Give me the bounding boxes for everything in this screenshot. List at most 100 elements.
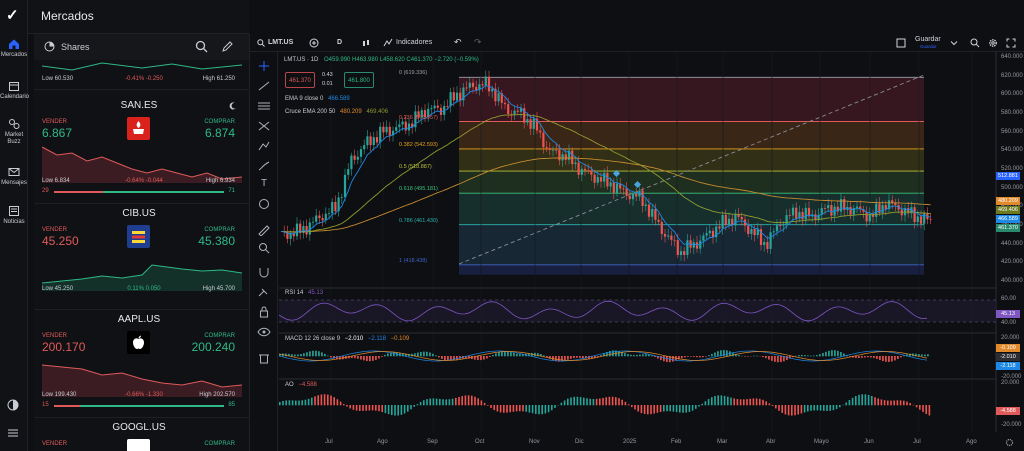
candle-body [615, 183, 619, 193]
eye-icon[interactable] [257, 326, 271, 338]
spread-bottom: 0.01 [322, 81, 333, 87]
buy-price[interactable]: 6.874 [204, 126, 235, 140]
watchlist-tab-shares[interactable]: Shares [61, 42, 90, 52]
projection-icon[interactable] [257, 140, 271, 152]
rail-item-mercados[interactable]: Mercados [0, 38, 28, 59]
symbol-name: CIB.US [122, 208, 156, 219]
watchlist-card-aapl[interactable]: AAPL.US VENDER COMPRAR 200.170 200.240 L… [34, 310, 249, 418]
buy-box[interactable]: 461.800 [344, 72, 374, 88]
buy-price[interactable]: 200.240 [191, 340, 235, 354]
fib-anchor-handle[interactable] [633, 180, 642, 189]
ruler-icon[interactable] [257, 224, 271, 236]
price-tag: 512.881 [996, 172, 1020, 180]
fib-label: 0.5 (518.887) [399, 164, 432, 171]
brand-logo-icon[interactable]: ✓ [6, 7, 19, 24]
gear-icon[interactable] [988, 38, 998, 48]
macd-histogram-bar [657, 356, 659, 359]
pattern-icon[interactable] [257, 120, 271, 132]
ao-bar [467, 395, 470, 406]
settings-sliders-icon[interactable] [6, 426, 20, 440]
redo-icon[interactable]: ↷ [474, 37, 482, 47]
low-value: Low 199.430 [42, 392, 77, 398]
ao-bar [291, 400, 294, 406]
sentiment-buy: 85 [228, 402, 235, 408]
candle-body [465, 87, 468, 89]
ao-bar [282, 400, 284, 406]
sell-box[interactable]: 461.370 [285, 72, 315, 88]
ao-bar [493, 405, 495, 411]
magnet-icon[interactable] [257, 266, 271, 278]
search-icon[interactable] [970, 38, 980, 48]
candle-body [638, 190, 641, 197]
brush-icon[interactable] [257, 160, 271, 172]
rail-item-mensajes[interactable]: Mensajes [0, 166, 28, 187]
search-icon[interactable] [257, 39, 265, 47]
watchlist-card-san[interactable]: SAN.ES VENDER COMPRAR 6.867 6.874 Low 6.… [34, 96, 249, 204]
candle-body [759, 229, 763, 246]
watchlist-card-cib[interactable]: CIB.US VENDER COMPRAR 45.250 45.380 Low … [34, 204, 249, 310]
zoom-in-icon[interactable] [257, 242, 271, 254]
rail-item-calendario[interactable]: Calendario [0, 80, 29, 101]
chart-area: LMT.US D Indicadores ↶ ↷ Guardar Guardar… [249, 34, 1024, 451]
ao-bar [551, 405, 553, 411]
watchlist-row-partial[interactable]: Low 60.530 -0.41% -0.250 High 61.250 [34, 60, 249, 90]
ao-bar [621, 399, 623, 406]
macd-histogram-bar [723, 350, 725, 357]
ao-bar [781, 405, 783, 413]
candle-body [801, 212, 804, 220]
ao-bar [791, 405, 793, 416]
sell-price[interactable]: 45.250 [42, 234, 79, 248]
macd-histogram-bar [789, 356, 791, 359]
ao-bar [410, 405, 412, 410]
candle-body [663, 233, 667, 237]
sparkline [42, 62, 242, 71]
candles-icon[interactable] [361, 38, 371, 48]
lock-drawings-icon[interactable] [257, 286, 271, 298]
buy-label: COMPRAR [204, 227, 235, 233]
undo-icon[interactable]: ↶ [454, 37, 462, 47]
ao-bar [925, 405, 927, 414]
settings-icon[interactable] [1005, 438, 1014, 447]
macd-histogram-bar [909, 353, 911, 357]
trash-icon[interactable] [257, 352, 271, 364]
candle-body [827, 205, 830, 209]
sell-price[interactable]: 6.867 [42, 126, 73, 140]
text-tool-icon[interactable]: T [260, 178, 268, 189]
save-button[interactable]: Guardar [915, 36, 941, 43]
ema-50-line [281, 113, 931, 233]
crosshair-icon[interactable] [257, 60, 271, 72]
ao-bar [736, 399, 739, 406]
rail-item-market-buzz[interactable]: Market Buzz [0, 118, 28, 146]
candle-body [715, 226, 718, 238]
price-chart[interactable] [279, 52, 1024, 451]
horizontal-lines-icon[interactable] [257, 100, 271, 112]
theme-toggle-icon[interactable] [6, 398, 20, 412]
macd-histogram-bar [633, 355, 635, 357]
macd-histogram-bar [300, 354, 302, 357]
watchlist-card-googl[interactable]: GOOGL.US VENDER COMPRAR [34, 418, 249, 451]
symbol-selector[interactable]: LMT.US [268, 39, 294, 46]
macd-histogram-bar [699, 356, 701, 358]
search-icon[interactable] [195, 40, 208, 53]
timeframe-selector[interactable]: D [337, 39, 343, 46]
chevron-down-icon[interactable] [950, 39, 958, 47]
rail-item-noticias[interactable]: Noticias [0, 205, 28, 226]
add-compare-icon[interactable] [309, 38, 319, 48]
candle-body [580, 168, 583, 175]
high-value: High 45.700 [202, 286, 235, 292]
indicators-button[interactable]: Indicadores [396, 39, 433, 46]
layout-icon[interactable] [896, 38, 906, 48]
buy-price[interactable]: 45.380 [198, 234, 235, 248]
indicators-icon[interactable] [383, 38, 393, 48]
ao-bar [640, 405, 643, 414]
sell-price[interactable]: 200.170 [42, 340, 86, 354]
lock-icon[interactable] [257, 306, 271, 318]
edit-icon[interactable] [221, 40, 234, 53]
header: Mercados [28, 0, 249, 34]
candle-body [519, 108, 523, 112]
fullscreen-icon[interactable] [1006, 38, 1016, 48]
fib-anchor-handle[interactable] [612, 169, 621, 178]
trendline-icon[interactable] [257, 80, 271, 92]
candle-body [887, 200, 891, 210]
emoji-icon[interactable] [257, 198, 271, 210]
